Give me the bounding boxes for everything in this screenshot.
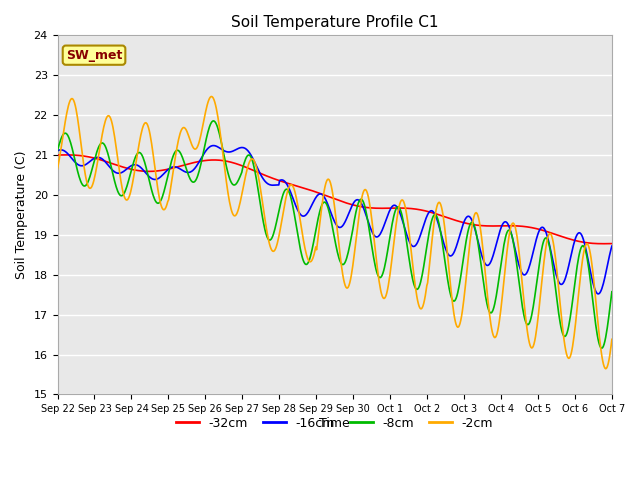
Text: SW_met: SW_met	[66, 48, 122, 61]
Legend: -32cm, -16cm, -8cm, -2cm: -32cm, -16cm, -8cm, -2cm	[172, 412, 498, 435]
Y-axis label: Soil Temperature (C): Soil Temperature (C)	[15, 151, 28, 279]
X-axis label: Time: Time	[319, 417, 350, 430]
Title: Soil Temperature Profile C1: Soil Temperature Profile C1	[231, 15, 438, 30]
